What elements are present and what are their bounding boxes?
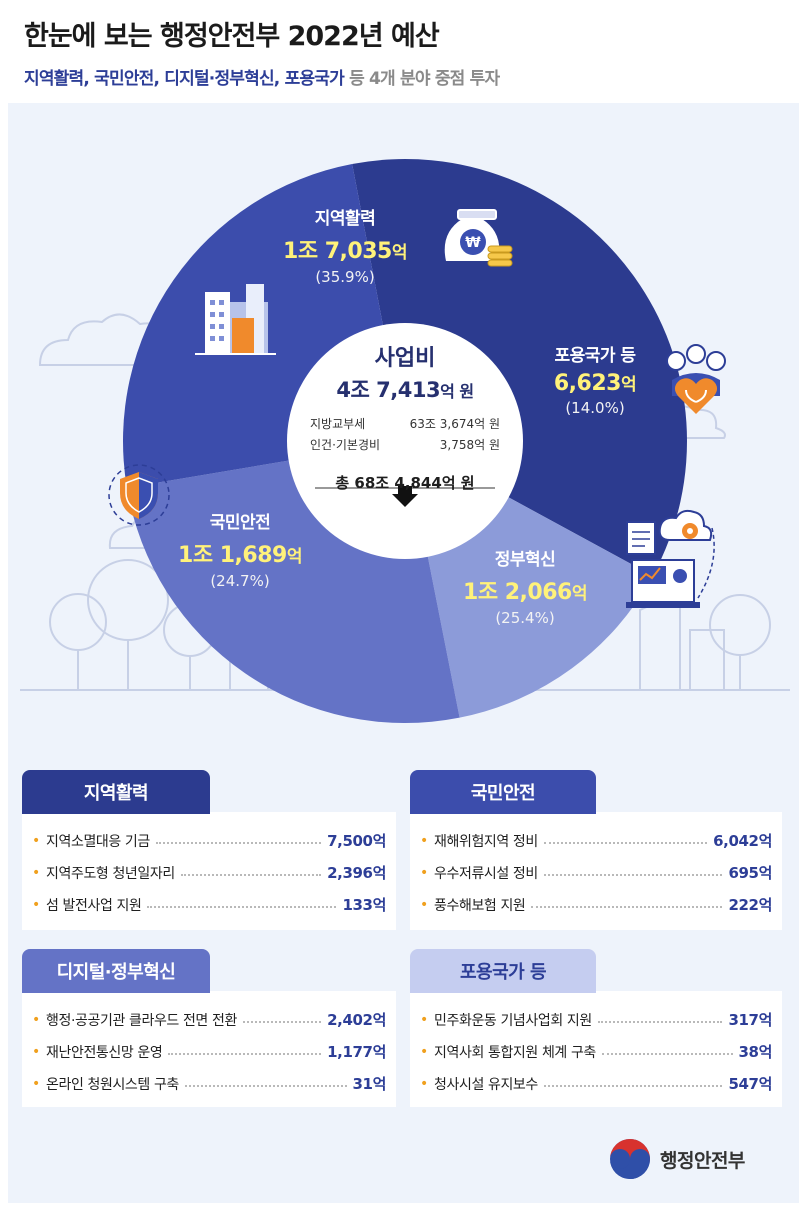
box-title-gukmin: 국민안전 (410, 770, 596, 814)
box-jiyeok (22, 812, 396, 930)
segment-label-gukmin: 국민안전 1조 1,689억 (24.7%) (160, 508, 320, 590)
box-poyong (410, 991, 782, 1107)
center-summary: 사업비 4조 7,413억 원 지방교부세 63조 3,674억 원 인건·기본경… (300, 340, 510, 493)
segment-percent: (35.9%) (315, 268, 375, 286)
list-item: • 지역주도형 청년일자리 2,396억 (32, 864, 386, 882)
cloud-monitor-icon (626, 509, 715, 608)
segment-amount: 1조 7,035억 (283, 239, 407, 264)
breakdown-label: 인건·기본경비 (310, 438, 381, 452)
box-gukmin (410, 812, 782, 930)
list-item: • 풍수해보험 지원 222억 (420, 896, 772, 914)
segment-amount: 1조 1,689억 (178, 543, 302, 568)
segment-percent: (25.4%) (495, 609, 555, 627)
segment-amount: 1조 2,066억 (463, 580, 587, 605)
subtitle-rest: 등 4개 분야 중점 투자 (343, 69, 500, 89)
segment-label-jeongbu: 정부혁신 1조 2,066억 (25.4%) (440, 545, 610, 627)
segment-name: 포용국가 등 (554, 346, 636, 366)
page-title: 한눈에 보는 행정안전부 2022년 예산 (24, 21, 440, 52)
svg-text:₩: ₩ (465, 235, 481, 251)
segment-label-jiyeok: 지역활력 1조 7,035억 (35.9%) (255, 204, 435, 286)
buildings-icon (195, 284, 276, 355)
list-item: • 우수저류시설 정비 695억 (420, 864, 772, 882)
segment-amount: 6,623억 (553, 371, 637, 396)
list-item: • 섬 발전사업 지원 133억 (32, 896, 386, 914)
segment-name: 지역활력 (314, 209, 376, 229)
taegeuk-logo-icon (610, 1139, 650, 1179)
list-item: • 지역사회 통합지원 체계 구축 38억 (420, 1043, 772, 1061)
segment-name: 국민안전 (209, 513, 271, 533)
center-grand-total: 총 68조 4,844억 원 (335, 474, 475, 492)
logo-text: 행정안전부 (660, 1149, 745, 1172)
pie-slice-1 (352, 159, 687, 576)
donut-hole (287, 323, 523, 559)
segment-percent: (14.0%) (565, 399, 625, 417)
subtitle-highlight: 지역활력, 국민안전, 디지털·정부혁신, 포용국가 (24, 69, 345, 89)
shield-icon (108, 464, 170, 526)
ministry-logo: 행정안전부 (608, 1137, 745, 1181)
list-item: • 지역소멸대응 기금 7,500억 (32, 832, 386, 850)
breakdown-label: 지방교부세 (310, 417, 366, 431)
list-item: • 재난안전통신망 운영 1,177억 (32, 1043, 386, 1061)
people-heart-icon (666, 344, 726, 414)
list-item: • 재해위험지역 정비 6,042억 (420, 832, 772, 850)
list-item: • 행정·공공기관 클라우드 전면 전환 2,402억 (32, 1011, 386, 1029)
box-title-digital: 디지털·정부혁신 (22, 949, 210, 993)
box-title-poyong: 포용국가 등 (410, 949, 596, 993)
list-item: • 온라인 청원시스템 구축 31억 (32, 1075, 386, 1093)
center-total: 4조 7,413억 원 (336, 378, 474, 402)
segment-label-poyong: 포용국가 등 6,623억 (14.0%) (515, 341, 675, 417)
breakdown-value: 63조 3,674억 원 (409, 417, 500, 431)
list-item: • 청사시설 유지보수 547억 (420, 1075, 772, 1093)
center-breakdown: 지방교부세 63조 3,674억 원 인건·기본경비 3,758억 원 (300, 414, 510, 456)
page-subtitle: 지역활력, 국민안전, 디지털·정부혁신, 포용국가 등 4개 분야 중점 투자 (24, 64, 500, 89)
arrow-down-icon (392, 486, 418, 507)
breakdown-value: 3,758억 원 (439, 438, 500, 452)
segment-name: 정부혁신 (494, 550, 556, 570)
box-digital (22, 991, 396, 1107)
center-title: 사업비 (374, 346, 436, 371)
list-item: • 민주화운동 기념사업회 지원 317억 (420, 1011, 772, 1029)
box-title-jiyeok: 지역활력 (22, 770, 210, 814)
segment-percent: (24.7%) (210, 572, 270, 590)
money-bag-icon: ₩ (444, 209, 513, 267)
